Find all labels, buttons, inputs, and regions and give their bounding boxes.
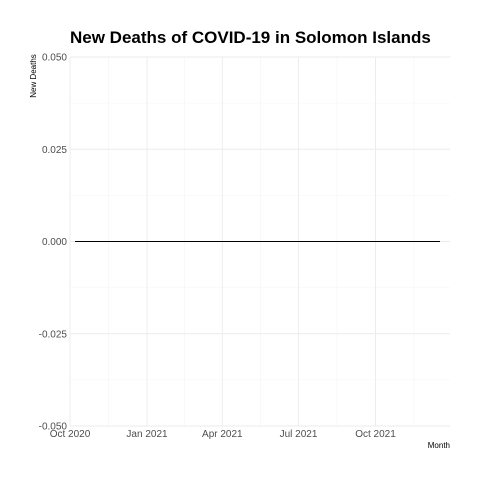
y-axis-title: New Deaths: [29, 54, 38, 98]
y-tick-label: 0.050: [42, 53, 67, 64]
x-axis-tick-labels: Oct 2020 Jan 2021 Apr 2021 Jul 2021 Oct 2021: [50, 429, 397, 440]
x-tick-label: Oct 2020: [50, 429, 91, 440]
y-tick-label: -0.025: [39, 329, 68, 340]
chart-title: New Deaths of COVID-19 in Solomon Island…: [70, 28, 431, 47]
y-tick-label: 0.000: [42, 237, 67, 248]
y-tick-label: -0.050: [39, 422, 68, 433]
x-tick-label: Jan 2021: [126, 429, 168, 440]
x-tick-label: Oct 2021: [355, 429, 396, 440]
x-tick-label: Jul 2021: [280, 429, 318, 440]
x-tick-label: Apr 2021: [202, 429, 243, 440]
x-axis-title: Month: [428, 441, 450, 450]
y-tick-label: 0.025: [42, 145, 67, 156]
y-axis-tick-labels: -0.050 -0.025 0.000 0.025 0.050: [39, 53, 68, 433]
